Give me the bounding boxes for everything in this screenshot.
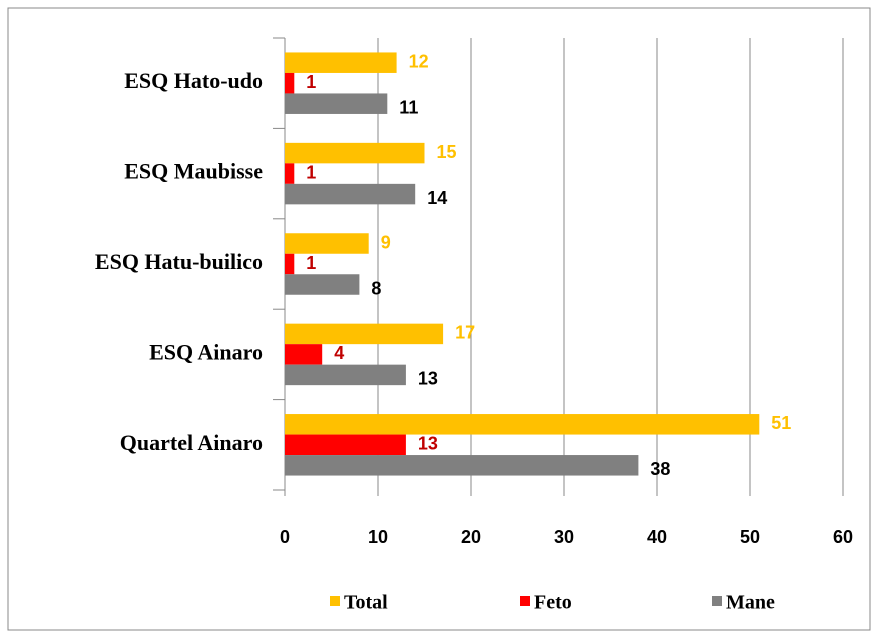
data-label: 14: [427, 188, 447, 208]
data-label: 9: [381, 232, 391, 252]
legend-swatch: [520, 596, 530, 606]
bar: [285, 183, 416, 205]
legend-swatch: [712, 596, 722, 606]
legend-label: Mane: [726, 592, 775, 614]
bar: [285, 142, 425, 164]
x-tick-label: 20: [461, 527, 481, 547]
x-tick-label: 60: [833, 527, 853, 547]
data-label: 1: [306, 162, 316, 182]
category-label: ESQ Maubisse: [124, 159, 263, 184]
data-label: 51: [771, 413, 791, 433]
data-label: 1: [306, 253, 316, 273]
data-label: 38: [650, 459, 670, 479]
data-label: 8: [371, 278, 381, 298]
bar: [285, 414, 760, 435]
x-tick-label: 40: [647, 527, 667, 547]
x-tick-label: 50: [740, 527, 760, 547]
data-label: 17: [455, 323, 475, 343]
data-label: 12: [409, 51, 429, 71]
data-label: 15: [437, 142, 457, 162]
bar: [285, 93, 388, 114]
data-label: 4: [334, 343, 344, 363]
bar: [285, 274, 360, 295]
bar: [285, 344, 323, 365]
bar: [285, 253, 295, 275]
data-label: 11: [399, 97, 418, 117]
data-label: 13: [418, 434, 438, 454]
bar: [285, 72, 295, 94]
bar: [285, 52, 397, 73]
legend-swatch: [330, 596, 340, 606]
bar: [285, 434, 406, 456]
category-label: Quartel Ainaro: [120, 430, 263, 455]
chart-border: [7, 7, 871, 631]
legend-label: Feto: [534, 592, 572, 614]
legend-label: Total: [344, 592, 388, 614]
x-tick-label: 0: [280, 527, 290, 547]
data-label: 1: [306, 72, 316, 92]
bar: [285, 364, 406, 386]
category-label: ESQ Hato-udo: [124, 68, 263, 93]
category-label: ESQ Hatu-builico: [95, 249, 263, 274]
bar: [285, 163, 295, 184]
bar: [285, 323, 444, 345]
bar: [285, 455, 639, 476]
x-tick-label: 30: [554, 527, 574, 547]
data-label: 13: [418, 369, 438, 389]
bar: [285, 233, 369, 254]
category-label: ESQ Ainaro: [149, 339, 263, 364]
x-tick-label: 10: [368, 527, 388, 547]
